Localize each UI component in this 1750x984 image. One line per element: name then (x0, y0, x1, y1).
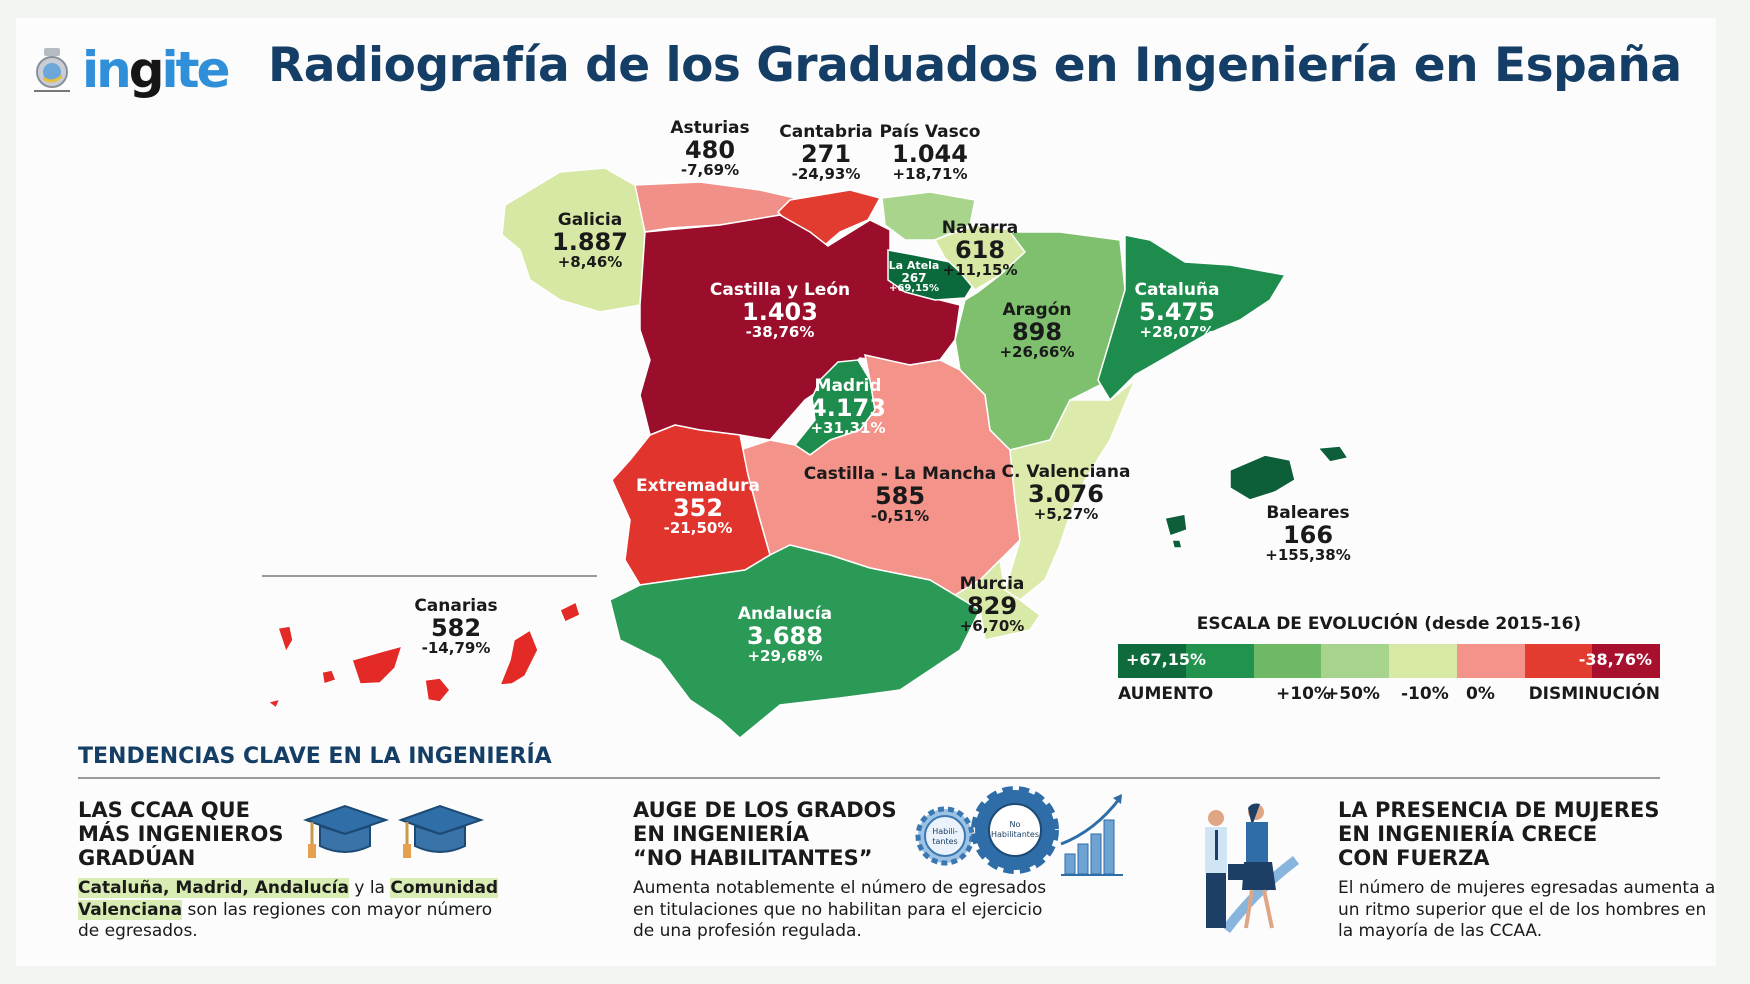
legend-tick: +10% (1276, 684, 1331, 704)
legend-min-label: -38,76% (1578, 650, 1652, 669)
man-woman-growth-icon (1205, 803, 1300, 934)
trend-body: Aumenta notablemente el número de egresa… (633, 878, 1047, 941)
legend-swatch (1456, 644, 1525, 678)
label-c-valenciana: C. Valenciana 3.076 +5,27% (1001, 462, 1131, 524)
label-pais-vasco: País Vasco 1.044 +18,71% (879, 122, 981, 184)
trend-title: AUGE DE LOS GRADOS EN INGENIERÍA “NO HABIL… (633, 798, 897, 871)
label-baleares: Baleares 166 +155,38% (1265, 503, 1351, 565)
gears-growth-chart-icon: Habili- tantes No Habilitantes (915, 786, 1123, 876)
crest-icon (34, 48, 70, 92)
trend-title: LA PRESENCIA DE MUJERES EN INGENIERÍA CRE… (1338, 798, 1660, 871)
region-cataluna[interactable] (1097, 234, 1287, 402)
region-la-rioja[interactable] (887, 249, 976, 301)
legend-ticks: AUMENTO +10% +50% -10% 0% DISMINUCIÓN (1118, 684, 1660, 708)
legend-swatch (1321, 644, 1389, 678)
label-extremadura: Extremadura 352 -21,50% (636, 476, 760, 538)
color-scale-legend: ESCALA DE EVOLUCIÓN (desde 2015-16) +67,… (1118, 614, 1660, 708)
trend-body: Cataluña, Madrid, Andalucía y la Comunid… (78, 878, 499, 941)
label-navarra: Navarra 618 +11,15% (941, 218, 1019, 280)
label-la-rioja: La Atela 267 +69,15% (888, 259, 940, 295)
region-pais-vasco[interactable] (881, 191, 976, 241)
legend-tick: AUMENTO (1118, 684, 1214, 704)
legend-max-label: +67,15% (1126, 650, 1207, 669)
svg-text:Habilitantes: Habilitantes (991, 830, 1039, 839)
region-murcia[interactable] (953, 558, 1042, 641)
label-madrid: Madrid 4.173 +31,31% (810, 376, 886, 438)
legend-swatch (1118, 644, 1186, 678)
trend-top-regions: LAS CCAA QUE MÁS INGENIEROS GRADÚAN Catalu… (78, 798, 518, 942)
legend-swatch (1185, 644, 1254, 678)
label-cataluna: Cataluña 5.475 +28,07% (1134, 280, 1220, 342)
trends-section-title: TENDENCIAS CLAVE EN LA INGENIERÍA (78, 744, 552, 769)
label-asturias: Asturias 480 -7,69% (670, 118, 750, 180)
svg-text:tantes: tantes (932, 837, 957, 846)
canarias-divider (262, 575, 597, 577)
label-aragon: Aragón 898 +26,66% (999, 300, 1075, 362)
legend-swatch (1592, 644, 1660, 678)
legend-swatch (1524, 644, 1593, 678)
ingite-logo: ingite (82, 41, 230, 99)
legend-tick: +50% (1325, 684, 1380, 704)
region-baleares[interactable] (1164, 445, 1350, 549)
trend-body: El número de mujeres egresadas aumenta a… (1338, 878, 1716, 941)
label-cantabria: Cantabria 271 -24,93% (779, 122, 873, 184)
label-galicia: Galicia 1.887 +8,46% (552, 210, 628, 272)
page-title: Radiografía de los Graduados en Ingenier… (268, 38, 1682, 93)
region-galicia[interactable] (501, 167, 646, 313)
legend-swatch (1253, 644, 1322, 678)
legend-tick: -10% (1401, 684, 1449, 704)
legend-bar: +67,15% -38,76% (1118, 644, 1660, 678)
trend-title: LAS CCAA QUE MÁS INGENIEROS GRADÚAN (78, 798, 284, 871)
header: ingite (30, 30, 230, 110)
label-murcia: Murcia 829 +6,70% (959, 574, 1025, 636)
trend-non-habilitating: AUGE DE LOS GRADOS EN INGENIERÍA “NO HABIL… (633, 798, 1053, 942)
svg-text:No: No (1010, 820, 1021, 829)
label-canarias: Canarias 582 -14,79% (414, 596, 498, 658)
legend-title: ESCALA DE EVOLUCIÓN (desde 2015-16) (1196, 614, 1582, 634)
region-andalucia[interactable] (609, 544, 981, 739)
label-andalucia: Andalucía 3.688 +29,68% (737, 604, 833, 666)
region-canarias[interactable] (266, 600, 581, 710)
legend-swatch (1389, 644, 1457, 678)
label-castilla-leon: Castilla y León 1.403 -38,76% (709, 280, 851, 342)
legend-tick: 0% (1466, 684, 1495, 704)
graduation-cap-icon (303, 804, 485, 858)
label-castilla-mancha: Castilla - La Mancha 585 -0,51% (803, 464, 997, 526)
svg-text:Habili-: Habili- (932, 827, 958, 836)
legend-tick: DISMINUCIÓN (1528, 684, 1660, 704)
trend-women-engineering: LA PRESENCIA DE MUJERES EN INGENIERÍA CRE… (1338, 798, 1718, 942)
trends-divider (78, 777, 1660, 779)
